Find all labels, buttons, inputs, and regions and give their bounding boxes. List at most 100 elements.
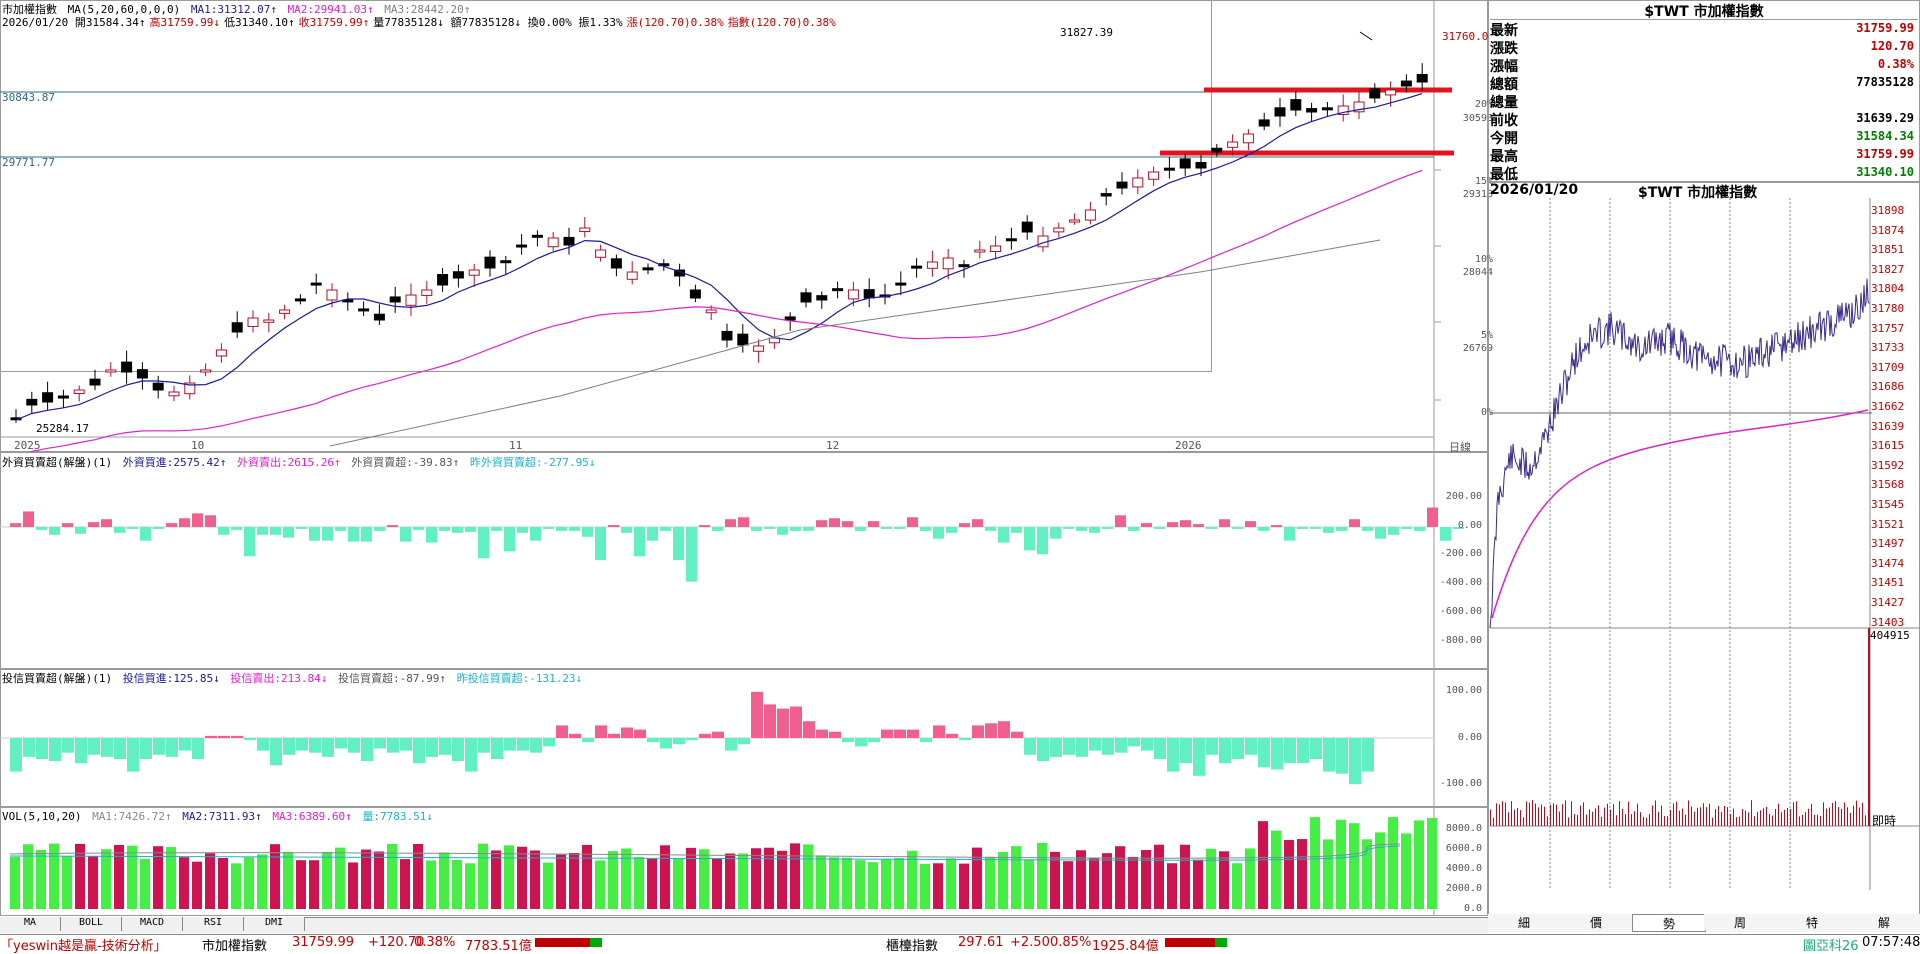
- candle-body: [753, 345, 765, 352]
- intraday-volume-bar: [1676, 801, 1677, 826]
- trust-bar: [985, 723, 997, 738]
- vol-bar: [1284, 840, 1294, 909]
- foreign-bar: [1141, 523, 1152, 527]
- tab-dmi[interactable]: DMI: [244, 917, 305, 931]
- foreign-bar: [764, 527, 775, 529]
- foreign-bar: [1154, 527, 1165, 529]
- candle-body: [1274, 107, 1286, 117]
- tab-rsi[interactable]: RSI: [183, 917, 244, 931]
- volume-bar-chart[interactable]: [0, 806, 1488, 916]
- intraday-volume-bar: [1667, 816, 1668, 826]
- foreign-bar: [1050, 527, 1061, 539]
- trust-bar: [1011, 731, 1023, 738]
- candle-body: [89, 378, 101, 386]
- intraday-tab-price[interactable]: 價: [1560, 914, 1632, 930]
- intraday-price-tick: 31709: [1871, 360, 1905, 374]
- trust-bar: [1349, 738, 1361, 785]
- quote-key: 漲跌: [1490, 41, 1518, 57]
- foreign-bar: [114, 527, 125, 533]
- intraday-volume-bar: [1673, 803, 1674, 826]
- vol-bar: [1297, 839, 1307, 909]
- foreign-bar: [192, 513, 203, 527]
- trust-bar: [1024, 738, 1036, 755]
- intraday-price-tick: 31780: [1871, 302, 1905, 315]
- vol-bar: [179, 857, 189, 909]
- vol-bar: [1219, 851, 1229, 909]
- intraday-volume-bar: [1583, 802, 1584, 826]
- ma2-value: MA2:29941.03↑: [287, 3, 374, 16]
- vol-legend: VOL(5,10,20) MA1:7426.72↑ MA2:7311.93↑ M…: [2, 808, 437, 824]
- vol-bar: [244, 857, 254, 909]
- foreign-bar: [855, 527, 866, 531]
- vol-bar: [1154, 844, 1164, 909]
- candlestick-chart[interactable]: [0, 0, 1488, 452]
- foreign-bar: [361, 527, 372, 542]
- trust-bar: [673, 738, 685, 745]
- candle-body: [1005, 238, 1017, 242]
- intraday-volume-bar: [1808, 808, 1809, 826]
- trust-bar: [959, 738, 971, 741]
- foreign-bar: [62, 523, 73, 527]
- intraday-volume-bar: [1772, 815, 1773, 826]
- intraday-tab-trend[interactable]: 勢: [1632, 914, 1706, 932]
- tab-ma[interactable]: MA: [0, 917, 61, 931]
- trust-bar: [322, 738, 334, 757]
- intraday-volume-bar: [1832, 802, 1833, 826]
- vol-bar: [49, 843, 59, 909]
- vol-bar: [933, 863, 943, 909]
- trust-bar: [49, 738, 61, 762]
- intraday-chart[interactable]: [1488, 198, 1920, 916]
- intraday-tab-detail[interactable]: 細: [1488, 914, 1560, 930]
- intraday-volume-bar: [1538, 807, 1539, 826]
- candle-body: [1337, 105, 1349, 116]
- foreign-sell: 外資賣出:2615.26↑: [236, 456, 341, 469]
- vol-bar: [62, 855, 72, 909]
- intraday-tab-analysis[interactable]: 解: [1848, 914, 1920, 930]
- x-unit-label[interactable]: 日線: [1449, 441, 1471, 454]
- foreign-bar: [829, 518, 840, 527]
- foreign-bar: [1115, 515, 1126, 527]
- foreign-bar: [647, 527, 658, 541]
- vol-bar: [1115, 846, 1125, 909]
- candle-body: [279, 309, 291, 314]
- vol-bar: [725, 853, 735, 909]
- main-chart-legend-line2: 2026/01/20 開31584.34↑ 高31759.99↓ 低31340.10…: [2, 14, 840, 30]
- intraday-volume-label: 404915: [1870, 629, 1910, 642]
- intraday-volume-bar: [1640, 812, 1641, 826]
- foreign-bar: [985, 527, 996, 531]
- vol-bar: [101, 849, 111, 909]
- tab-boll[interactable]: BOLL: [61, 917, 122, 931]
- trust-title: 投信買賣超(解盤)(1): [2, 672, 113, 685]
- intraday-tab-week[interactable]: 周: [1704, 914, 1776, 930]
- quote-value: 31759.99: [1856, 147, 1914, 161]
- candle-body: [421, 289, 433, 296]
- foreign-bar: [1011, 527, 1022, 533]
- intraday-price-tick: 31898: [1871, 204, 1905, 217]
- tab-macd[interactable]: MACD: [122, 917, 183, 931]
- intraday-volume-bar: [1490, 809, 1491, 826]
- vol-bar: [322, 851, 332, 909]
- intraday-volume-bar: [1658, 811, 1659, 826]
- intraday-price-tick: 31686: [1871, 380, 1905, 394]
- quote-row: 最高 31759.99: [1490, 146, 1920, 165]
- foreign-bar: [699, 525, 710, 527]
- intraday-volume-bar: [1718, 806, 1719, 826]
- intraday-volume-bar: [1724, 806, 1725, 826]
- status-clock: 07:57:48: [1862, 935, 1920, 950]
- trust-bar: [764, 704, 776, 738]
- intraday-volume-bar: [1535, 803, 1536, 826]
- high-annotation: 31827.39: [1060, 26, 1113, 39]
- foreign-bar: [1102, 527, 1113, 529]
- intraday-time-label[interactable]: 即時: [1872, 814, 1897, 828]
- foreign-bar: [218, 527, 229, 535]
- trust-bar-chart[interactable]: [0, 668, 1488, 808]
- intraday-volume-bar: [1796, 801, 1797, 826]
- foreign-bar: [452, 527, 463, 533]
- x-label-12: 12: [826, 439, 840, 452]
- foreign-bar-chart[interactable]: [0, 452, 1488, 670]
- intraday-tab-special[interactable]: 特: [1776, 914, 1848, 930]
- vol-axis-4000: 4000.0: [1445, 863, 1482, 874]
- intraday-volume-bar: [1769, 813, 1770, 826]
- vol-bar: [569, 853, 579, 909]
- candle-body: [1258, 119, 1270, 127]
